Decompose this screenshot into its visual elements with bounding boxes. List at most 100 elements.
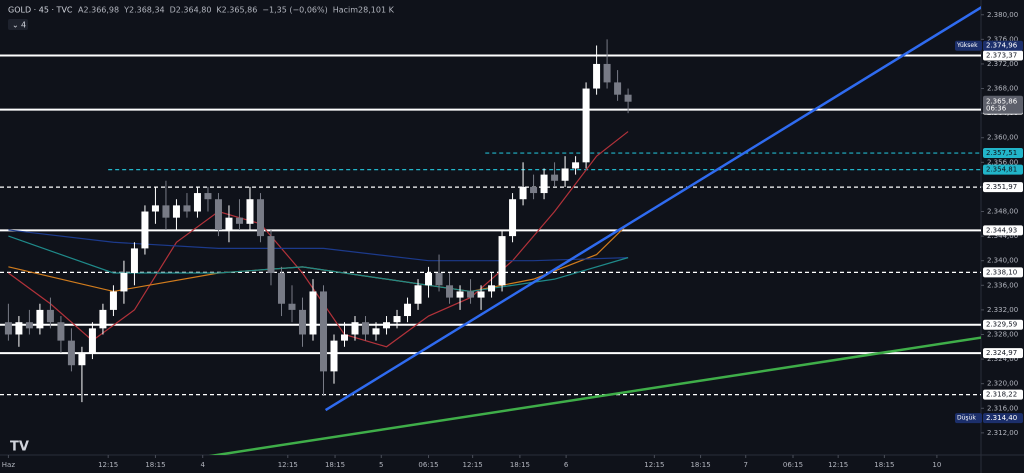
plot-area <box>0 6 981 455</box>
candle-body <box>15 322 23 335</box>
candle-body <box>488 285 496 292</box>
current-price-box <box>983 95 1023 114</box>
level-label: 2.357,51 <box>986 149 1017 157</box>
candle-body <box>214 199 222 230</box>
candle-body <box>393 316 401 323</box>
level-label: 2.318,22 <box>986 391 1017 399</box>
candle-body <box>235 217 243 224</box>
x-tick-label: 18:15 <box>510 461 530 469</box>
x-tick-label: 5 <box>379 461 383 469</box>
indicator-count: ⌄ <box>12 21 19 30</box>
y-tick-label: 2.328,00 <box>987 330 1018 338</box>
candle-body <box>372 328 380 335</box>
candle-body <box>141 211 149 249</box>
x-tick-label: 10 <box>932 461 941 469</box>
x-tick-label: 12:15 <box>463 461 483 469</box>
candle-body <box>88 328 96 353</box>
level-label: 2.329,59 <box>986 321 1017 329</box>
candle-body <box>162 205 170 218</box>
candle-body <box>130 248 138 273</box>
candle-body <box>498 236 506 286</box>
candle-body <box>120 273 128 292</box>
x-tick-label: 12:15 <box>278 461 298 469</box>
x-tick-label: 18:15 <box>325 461 345 469</box>
axes: 2.312,00 2.316,00 2.320,00 2.324,00 2.328,00… <box>2 11 1023 469</box>
low-caption: Düşük <box>957 415 976 422</box>
candle-body <box>362 322 370 335</box>
x-tick-label: 12:15 <box>644 461 664 469</box>
candle-body <box>446 285 454 298</box>
indicator-toggle[interactable] <box>8 19 28 30</box>
header-value: −1,35 (−0,06%) <box>262 6 327 15</box>
level-label-box <box>983 319 1023 330</box>
candle-body <box>183 205 191 212</box>
level-label: 2.344,93 <box>986 226 1017 234</box>
high-caption-box <box>955 40 982 51</box>
level-label-box <box>983 389 1023 400</box>
candle-body <box>67 340 75 366</box>
candle-body <box>151 205 159 212</box>
header-value: Hacim28,101 K <box>333 6 395 15</box>
candle-body <box>425 273 433 286</box>
x-tick-label: 12:15 <box>828 461 848 469</box>
candle-body <box>414 285 422 304</box>
x-tick-label: 6 <box>564 461 569 469</box>
candle-body <box>246 199 254 224</box>
candle-body <box>593 63 601 89</box>
candle-body <box>467 291 475 298</box>
candle-body <box>309 291 317 335</box>
candle-body <box>172 205 180 218</box>
candle-body <box>341 334 349 341</box>
level-label: 2.324,97 <box>986 349 1017 357</box>
trend-line <box>324 6 981 412</box>
level-label-box <box>983 164 1023 175</box>
y-tick-label: 2.344,00 <box>987 232 1018 240</box>
candle-body <box>624 94 632 102</box>
low-label-box <box>983 413 1023 424</box>
level-label: 2.351,97 <box>986 183 1017 191</box>
countdown: 06:36 <box>986 105 1007 113</box>
candle-body <box>256 199 264 237</box>
y-tick-label: 2.380,00 <box>987 11 1018 19</box>
x-tick-label: 7 <box>743 461 747 469</box>
high-label: 2.374,96 <box>986 42 1018 50</box>
header-value: Y2.368,34 <box>123 6 165 15</box>
candle-body <box>383 322 391 329</box>
y-tick-label: 2.336,00 <box>987 281 1018 289</box>
low-caption-box <box>955 413 982 424</box>
candle-body <box>572 162 580 169</box>
candle-body <box>582 88 590 163</box>
indicator-count: 4 <box>21 21 26 30</box>
y-tick-label: 2.356,00 <box>987 158 1018 166</box>
y-tick-label: 2.312,00 <box>987 429 1018 437</box>
x-tick-label: 4 <box>200 461 205 469</box>
header-value: D2.364,80 <box>170 6 212 15</box>
candle-body <box>46 309 54 323</box>
low-label: 2.314,40 <box>986 414 1017 422</box>
candle-body <box>109 291 117 310</box>
candle-body <box>540 174 548 194</box>
candle-body <box>509 199 517 237</box>
header-value: K2.365,86 <box>216 6 257 15</box>
candle-body <box>288 303 296 310</box>
candle-body <box>4 322 12 335</box>
level-label-box <box>983 50 1023 61</box>
high-caption: Yüksek <box>956 42 978 49</box>
y-tick-label: 2.368,00 <box>987 85 1018 93</box>
header-values: A2.366,98 Y2.368,34 D2.364,80 K2.365,86 −1,3… <box>78 6 395 15</box>
moving-average <box>8 235 629 293</box>
candle-body <box>57 322 65 341</box>
candle-body <box>603 63 611 83</box>
y-tick-label: 2.332,00 <box>987 306 1018 314</box>
candle-body <box>204 193 212 200</box>
x-tick-label: 06:15 <box>418 461 438 469</box>
y-tick-label: 2.340,00 <box>987 257 1018 265</box>
candle-body <box>277 273 285 304</box>
candle-body <box>435 273 443 286</box>
candle-body <box>319 291 327 372</box>
level-label: 2.354,81 <box>986 166 1017 174</box>
candle-body <box>330 340 338 372</box>
